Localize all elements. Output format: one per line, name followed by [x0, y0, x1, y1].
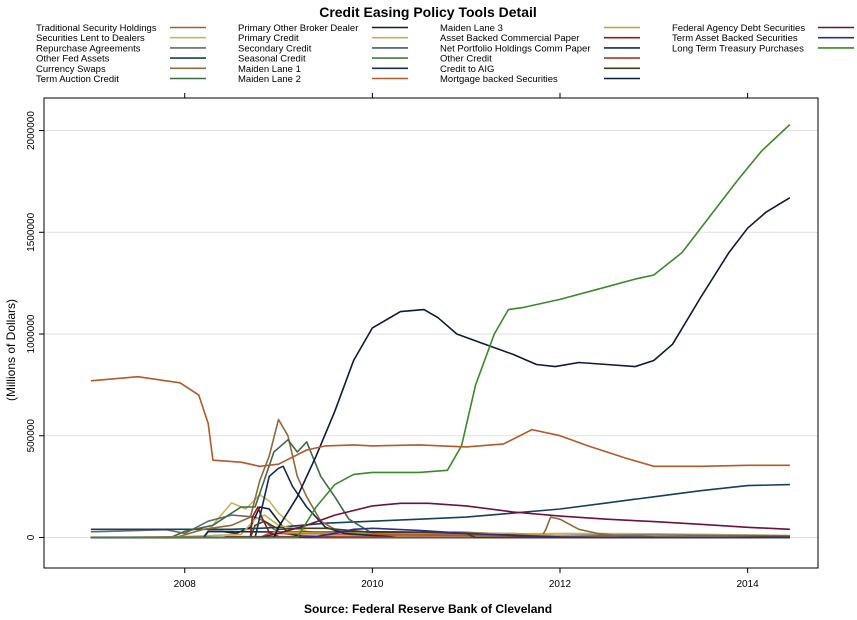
- plot-frame: [43, 97, 819, 569]
- source-note: Source: Federal Reserve Bank of Clevelan…: [304, 602, 552, 616]
- x-axis: 2008 2010 2012 2014: [174, 93, 760, 590]
- x-tick-label: 2010: [361, 579, 384, 590]
- legend-label: Maiden Lane 3: [440, 23, 503, 34]
- legend-label: Currency Swaps: [36, 64, 106, 75]
- series-line: [90, 418, 790, 539]
- legend-label: Primary Other Broker Dealer: [238, 23, 358, 34]
- legend-label: Repurchase Agreements: [36, 43, 141, 54]
- legend-label: Other Fed Assets: [36, 54, 110, 65]
- legend-label: Secondary Credit: [238, 43, 312, 54]
- legend-label: Credit to AIG: [440, 64, 494, 75]
- series-line: [90, 483, 790, 531]
- y-tick-label: 0: [26, 534, 37, 540]
- legend-label: Long Term Treasury Purchases: [672, 43, 804, 54]
- x-tick-label: 2012: [549, 579, 572, 590]
- x-tick-label: 2008: [174, 579, 197, 590]
- series-line: [90, 123, 791, 539]
- legend-label: Asset Backed Commercial Paper: [440, 33, 579, 44]
- series-line: [90, 438, 790, 539]
- legend-label: Seasonal Credit: [238, 54, 306, 65]
- legend-label: Other Credit: [440, 54, 492, 65]
- legend-label: Term Asset Backed Securities: [672, 33, 798, 44]
- y-axis: 0 500000 1000000 1500000 2000000: [26, 111, 44, 540]
- series-line: [90, 527, 790, 539]
- legend-label: Maiden Lane 2: [238, 74, 301, 85]
- legend-label: Net Portfolio Holdings Comm Paper: [440, 43, 590, 54]
- legend-label: Federal Agency Debt Securities: [672, 23, 805, 34]
- chart-title: Credit Easing Policy Tools Detail: [319, 4, 537, 20]
- series-line: [90, 502, 790, 539]
- legend-label: Traditional Security Holdings: [36, 23, 157, 34]
- y-tick-label: 2000000: [26, 111, 37, 150]
- series-line: [90, 197, 791, 539]
- x-tick-label: 2014: [737, 579, 760, 590]
- y-axis-label: (Millions of Dollars): [4, 299, 18, 401]
- legend: Traditional Security HoldingsSecurities …: [36, 23, 854, 85]
- y-tick-label: 1000000: [26, 314, 37, 353]
- legend-label: Mortgage backed Securities: [440, 74, 558, 85]
- grid-lines: [44, 130, 818, 538]
- legend-label: Maiden Lane 1: [238, 64, 301, 75]
- y-tick-label: 500000: [26, 419, 37, 453]
- series-lines: [90, 123, 791, 539]
- series-line: [90, 375, 790, 468]
- series-line: [90, 465, 790, 539]
- y-tick-label: 1500000: [26, 212, 37, 251]
- legend-label: Term Auction Credit: [36, 74, 119, 85]
- legend-label: Primary Credit: [238, 33, 299, 44]
- legend-label: Securities Lent to Dealers: [36, 33, 145, 44]
